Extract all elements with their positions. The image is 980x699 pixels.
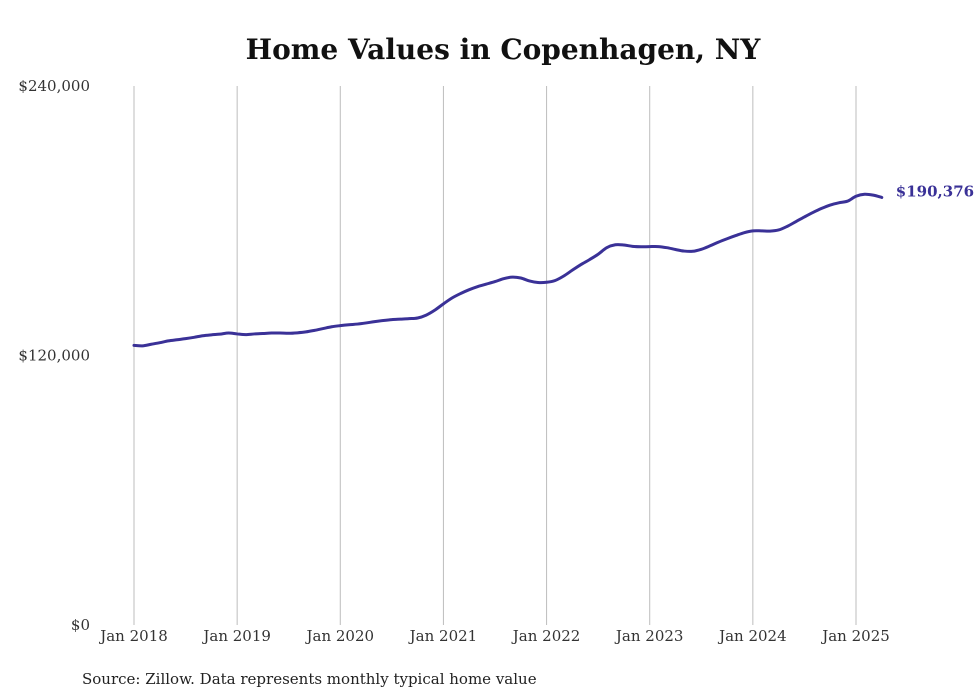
y-tick-label: $120,000	[18, 347, 90, 365]
y-tick-label: $240,000	[18, 77, 90, 95]
gridlines	[133, 86, 857, 625]
x-axis-tick-labels: Jan 2018 Jan 2019 Jan 2020 Jan 2021 Jan 2022…	[98, 627, 890, 645]
x-tick-label: Jan 2023	[614, 627, 684, 645]
x-tick-label: Jan 2020	[305, 627, 375, 645]
x-tick-label: Jan 2021	[408, 627, 478, 645]
y-axis-tick-labels: $0 $120,000 $240,000	[18, 77, 90, 634]
x-tick-label: Jan 2019	[201, 627, 271, 645]
series-layer: $190,376	[132, 182, 974, 348]
end-value-label: $190,376	[896, 182, 974, 200]
chart-title: Home Values in Copenhagen, NY	[246, 33, 762, 66]
source-note: Source: Zillow. Data represents monthly …	[82, 670, 537, 688]
y-tick-label: $0	[71, 616, 90, 634]
series-line-0	[132, 192, 884, 348]
x-tick-label: Jan 2018	[98, 627, 168, 645]
x-tick-label: Jan 2025	[820, 627, 890, 645]
x-tick-label: Jan 2024	[717, 627, 787, 645]
x-tick-label: Jan 2022	[511, 627, 581, 645]
